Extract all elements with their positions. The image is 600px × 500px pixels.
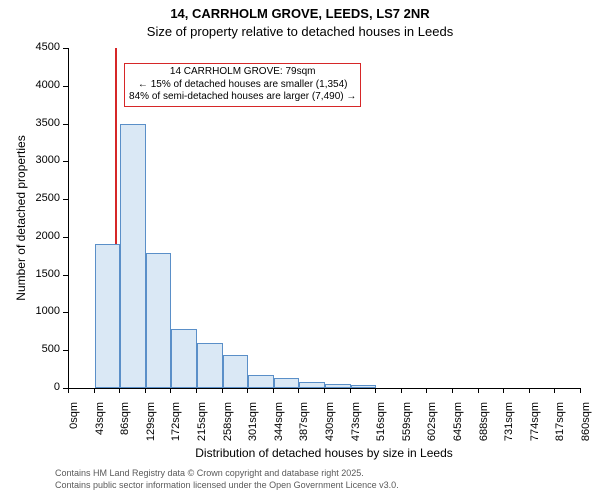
x-tick-mark bbox=[196, 388, 197, 393]
x-tick-label: 860sqm bbox=[580, 402, 592, 452]
x-tick-label: 688sqm bbox=[478, 402, 490, 452]
x-tick-mark bbox=[426, 388, 427, 393]
y-tick-label: 500 bbox=[20, 343, 60, 355]
histogram-bar bbox=[274, 378, 300, 388]
x-tick-mark bbox=[554, 388, 555, 393]
x-tick-label: 344sqm bbox=[273, 402, 285, 452]
y-tick-label: 0 bbox=[20, 381, 60, 393]
x-tick-mark bbox=[529, 388, 530, 393]
x-tick-label: 387sqm bbox=[298, 402, 310, 452]
x-tick-mark bbox=[350, 388, 351, 393]
histogram-bar bbox=[197, 343, 223, 388]
x-tick-mark bbox=[247, 388, 248, 393]
x-tick-label: 817sqm bbox=[554, 402, 566, 452]
x-tick-label: 301sqm bbox=[247, 402, 259, 452]
y-axis-label: Number of detached properties bbox=[14, 48, 28, 388]
y-tick-mark bbox=[63, 237, 68, 238]
x-tick-label: 0sqm bbox=[68, 402, 80, 452]
x-tick-label: 602sqm bbox=[426, 402, 438, 452]
x-tick-mark bbox=[170, 388, 171, 393]
y-tick-label: 1500 bbox=[20, 268, 60, 280]
y-tick-mark bbox=[63, 124, 68, 125]
x-tick-label: 516sqm bbox=[375, 402, 387, 452]
y-tick-label: 1000 bbox=[20, 305, 60, 317]
x-tick-mark bbox=[68, 388, 69, 393]
x-tick-mark bbox=[452, 388, 453, 393]
histogram-bar bbox=[325, 384, 351, 388]
histogram-bar bbox=[146, 253, 172, 388]
x-tick-label: 731sqm bbox=[503, 402, 515, 452]
y-tick-label: 3500 bbox=[20, 117, 60, 129]
x-tick-label: 172sqm bbox=[170, 402, 182, 452]
x-tick-label: 559sqm bbox=[401, 402, 413, 452]
x-tick-mark bbox=[145, 388, 146, 393]
x-tick-label: 129sqm bbox=[145, 402, 157, 452]
x-tick-label: 430sqm bbox=[324, 402, 336, 452]
plot-area: 14 CARRHOLM GROVE: 79sqm← 15% of detache… bbox=[68, 48, 581, 389]
y-tick-mark bbox=[63, 86, 68, 87]
y-tick-label: 4500 bbox=[20, 41, 60, 53]
x-tick-mark bbox=[580, 388, 581, 393]
histogram-bar bbox=[299, 382, 325, 388]
x-tick-mark bbox=[119, 388, 120, 393]
x-tick-mark bbox=[324, 388, 325, 393]
chart-title-line1: 14, CARRHOLM GROVE, LEEDS, LS7 2NR bbox=[0, 6, 600, 21]
y-tick-label: 3000 bbox=[20, 154, 60, 166]
x-tick-mark bbox=[298, 388, 299, 393]
x-tick-mark bbox=[375, 388, 376, 393]
x-tick-label: 258sqm bbox=[222, 402, 234, 452]
y-tick-mark bbox=[63, 275, 68, 276]
y-tick-mark bbox=[63, 48, 68, 49]
x-tick-mark bbox=[401, 388, 402, 393]
y-tick-mark bbox=[63, 350, 68, 351]
x-tick-mark bbox=[478, 388, 479, 393]
x-tick-label: 774sqm bbox=[529, 402, 541, 452]
x-tick-label: 645sqm bbox=[452, 402, 464, 452]
x-tick-label: 86sqm bbox=[119, 402, 131, 452]
y-tick-mark bbox=[63, 199, 68, 200]
y-tick-label: 2000 bbox=[20, 230, 60, 242]
x-tick-label: 215sqm bbox=[196, 402, 208, 452]
histogram-bar bbox=[351, 385, 377, 388]
y-tick-label: 4000 bbox=[20, 79, 60, 91]
y-tick-mark bbox=[63, 161, 68, 162]
histogram-bar bbox=[95, 244, 121, 388]
x-tick-mark bbox=[94, 388, 95, 393]
x-tick-label: 43sqm bbox=[94, 402, 106, 452]
chart-title-line2: Size of property relative to detached ho… bbox=[0, 24, 600, 39]
histogram-bar bbox=[248, 375, 274, 388]
x-tick-mark bbox=[273, 388, 274, 393]
x-tick-label: 473sqm bbox=[350, 402, 362, 452]
y-tick-mark bbox=[63, 312, 68, 313]
histogram-bar bbox=[223, 355, 249, 388]
chart-container: 14, CARRHOLM GROVE, LEEDS, LS7 2NR Size … bbox=[0, 0, 600, 500]
footnote-text: Contains HM Land Registry data © Crown c… bbox=[55, 468, 595, 491]
histogram-bar bbox=[120, 124, 146, 388]
histogram-bar bbox=[171, 329, 197, 388]
x-tick-mark bbox=[222, 388, 223, 393]
annotation-box: 14 CARRHOLM GROVE: 79sqm← 15% of detache… bbox=[124, 63, 361, 107]
x-tick-mark bbox=[503, 388, 504, 393]
y-tick-label: 2500 bbox=[20, 192, 60, 204]
